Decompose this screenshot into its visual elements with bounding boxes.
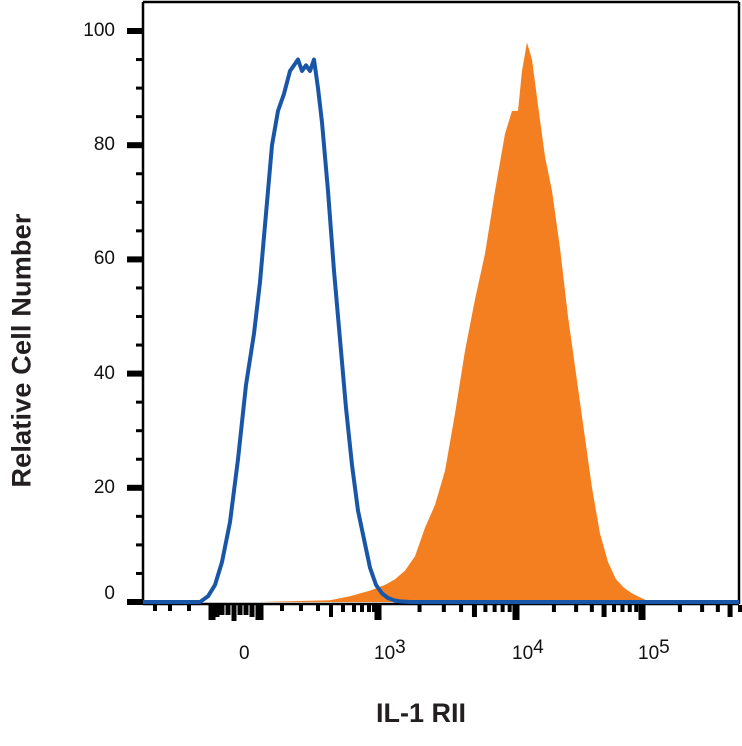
x-tick-label-10e4: 104 bbox=[512, 637, 544, 664]
antibody-histogram-area bbox=[143, 42, 739, 602]
x-tick-label-0: 0 bbox=[239, 643, 250, 664]
y-axis-label: Relative Cell Number bbox=[6, 213, 37, 488]
y-axis-ticks bbox=[127, 28, 143, 605]
x-axis-label: IL-1 RII bbox=[375, 698, 466, 728]
y-tick-label-80: 80 bbox=[93, 134, 115, 155]
y-tick-label-0: 0 bbox=[104, 583, 115, 604]
x-axis-ticks bbox=[153, 605, 742, 621]
y-tick-label-100: 100 bbox=[83, 20, 115, 41]
antibody-histogram-fill bbox=[143, 42, 739, 602]
y-tick-label-60: 60 bbox=[93, 248, 115, 269]
isotype-histogram-line bbox=[143, 57, 739, 604]
y-tick-label-20: 20 bbox=[93, 477, 115, 498]
x-tick-label-10e3: 103 bbox=[374, 637, 406, 664]
y-tick-label-40: 40 bbox=[93, 363, 115, 384]
x-tick-label-10e5: 105 bbox=[638, 637, 670, 664]
isotype-histogram-outline bbox=[143, 57, 739, 604]
